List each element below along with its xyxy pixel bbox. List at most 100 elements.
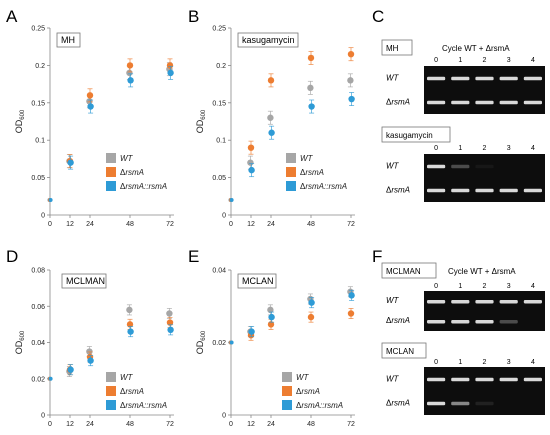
gel-lane-number: 0 xyxy=(434,57,438,64)
gel-row-label: ΔrsmA xyxy=(386,185,410,194)
legend-label: ΔrsmA xyxy=(120,387,144,396)
y-axis-label: OD600 xyxy=(195,330,207,354)
gel-c-box2-frame xyxy=(381,126,451,143)
y-tick-label: 0 xyxy=(41,213,45,220)
gel-band xyxy=(475,76,494,81)
gel-lane-number: 0 xyxy=(434,359,438,366)
data-point xyxy=(348,292,355,299)
legend-label: ΔrsmA::rsmA xyxy=(120,401,167,410)
data-point xyxy=(126,62,134,69)
gel-row-label: WT xyxy=(386,374,400,383)
gel-f-box1-label: MCLMAN xyxy=(386,267,421,276)
data-point xyxy=(268,129,275,136)
panel-label-frame xyxy=(56,32,81,48)
gel-band xyxy=(499,320,518,324)
legend-label: WT xyxy=(300,154,314,163)
y-tick-label: 0.06 xyxy=(31,304,45,311)
panel-label: MCLAN xyxy=(242,276,274,286)
legend-swatch xyxy=(286,181,296,191)
gel-lane-number: 1 xyxy=(458,145,462,152)
gel-band xyxy=(427,188,446,193)
gel-row-label: ΔrsmA xyxy=(386,97,410,106)
y-tick-label: 0 xyxy=(222,413,226,420)
data-point xyxy=(48,376,53,381)
gel-image xyxy=(424,367,545,415)
gel-band xyxy=(427,100,446,105)
y-tick-label: 0.05 xyxy=(31,175,45,182)
gel-band xyxy=(475,188,494,193)
gel-lane-number: 1 xyxy=(458,359,462,366)
data-point xyxy=(127,328,134,335)
gel-band xyxy=(451,300,470,304)
data-point xyxy=(248,166,255,174)
data-point xyxy=(229,340,234,345)
data-point xyxy=(307,313,315,321)
y-tick-label: 0.15 xyxy=(31,100,45,107)
gel-row-label: WT xyxy=(386,161,400,170)
data-point xyxy=(347,50,355,58)
data-point xyxy=(348,95,355,103)
gel-c-box2-label: kasugamycin xyxy=(386,131,433,140)
data-point xyxy=(267,77,275,84)
gel-c-top: 0 1 2 3 4 WT ΔrsmA xyxy=(386,57,545,114)
gel-c-box1-label: MH xyxy=(386,44,399,53)
gel-band xyxy=(523,188,542,193)
gel-lane-number: 0 xyxy=(434,145,438,152)
x-tick-label: 24 xyxy=(267,421,275,428)
gel-band xyxy=(475,100,494,105)
data-point xyxy=(268,313,275,321)
gel-band xyxy=(451,401,470,406)
gel-band xyxy=(451,320,470,324)
legend-label: ΔrsmA xyxy=(120,168,144,177)
gel-lane-number: 4 xyxy=(531,283,535,290)
legend-swatch xyxy=(286,153,296,163)
x-tick-label: 24 xyxy=(86,221,94,228)
legend-label: ΔrsmA::rsmA xyxy=(300,182,347,191)
panel-letter-a: A xyxy=(6,7,18,26)
x-tick-label: 72 xyxy=(347,421,355,428)
x-tick-label: 24 xyxy=(267,221,275,228)
y-tick-label: 0.1 xyxy=(216,138,226,145)
legend-swatch xyxy=(106,181,116,191)
x-tick-label: 48 xyxy=(307,221,315,228)
gel-f-top: 0 1 2 3 4 WT ΔrsmA xyxy=(386,283,545,331)
panel-label-frame xyxy=(237,273,277,289)
gel-band xyxy=(427,320,446,324)
panel-label: MCLMAN xyxy=(66,276,105,286)
gel-band xyxy=(451,188,470,193)
gel-f-title: Cycle WT + ΔrsmA xyxy=(448,267,516,276)
x-tick-label: 12 xyxy=(247,421,255,428)
data-point xyxy=(167,69,174,77)
x-tick-label: 24 xyxy=(86,421,94,428)
gel-band xyxy=(475,164,494,169)
data-point xyxy=(267,114,274,121)
chart-e: 0 0.02 0.04 0 12 24 48 72 OD600 MCLAN WT ΔrsmA ΔrsmA… xyxy=(195,268,355,428)
data-point xyxy=(126,306,133,314)
data-point xyxy=(166,310,173,317)
gel-lane-number: 3 xyxy=(507,57,511,64)
chart-a: 0 0.05 0.1 0.15 0.2 0.25 0 12 24 48 72 OD600 MH WT Δrs… xyxy=(14,26,174,228)
y-tick-label: 0.04 xyxy=(212,268,226,275)
chart-d: 0 0.02 0.04 0.06 0.08 0 12 24 48 72 OD600 MCLMAN WT Δ… xyxy=(14,268,174,428)
gel-lane-number: 4 xyxy=(531,57,535,64)
gel-lane-number: 1 xyxy=(458,283,462,290)
data-point xyxy=(67,366,74,373)
y-axis-label: OD600 xyxy=(14,109,26,133)
legend-label: WT xyxy=(296,373,310,382)
data-point xyxy=(166,319,174,326)
gel-f-box1-frame xyxy=(381,262,437,279)
legend-swatch xyxy=(282,400,292,410)
gel-band xyxy=(427,300,446,304)
gel-f-box2-label: MCLAN xyxy=(386,347,414,356)
gel-lane-number: 4 xyxy=(531,359,535,366)
gel-band xyxy=(451,164,470,169)
y-tick-label: 0.02 xyxy=(212,340,226,347)
gel-image xyxy=(424,154,545,202)
gel-lane-number: 2 xyxy=(483,145,487,152)
legend-swatch xyxy=(106,153,116,163)
gel-band xyxy=(475,320,494,324)
gel-c-box1-frame xyxy=(381,39,413,56)
legend-label: ΔrsmA::rsmA xyxy=(120,182,167,191)
gel-f-bottom: 0 1 2 3 4 WT ΔrsmA xyxy=(386,359,545,415)
panel-letter-f: F xyxy=(372,247,382,266)
